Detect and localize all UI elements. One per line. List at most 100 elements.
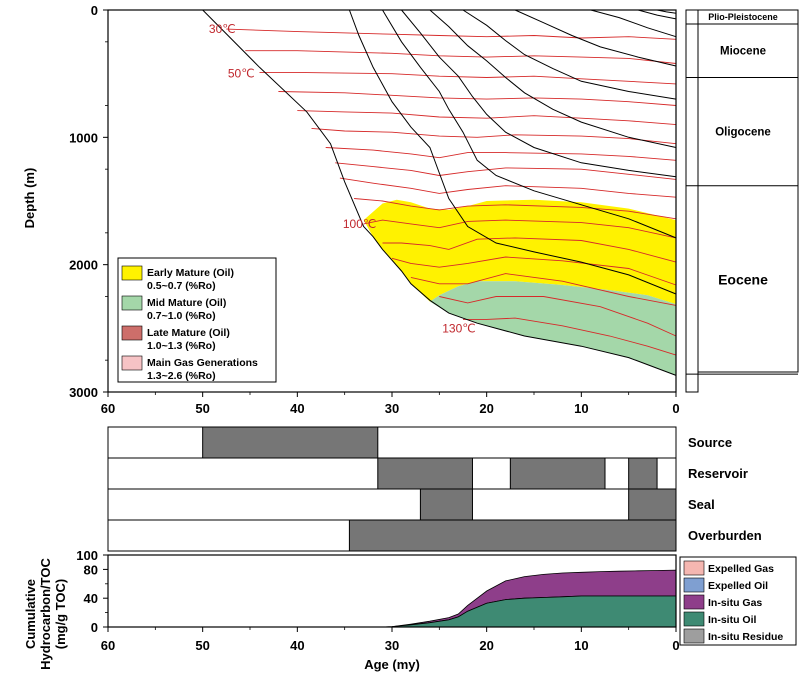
isotherm-line-6 — [311, 127, 677, 145]
legend-swatch-3 — [121, 325, 143, 341]
temperature-label-1: 30℃ — [209, 22, 236, 36]
hc-legend-swatch-5 — [683, 628, 705, 644]
burial-x-tick-label: 40 — [290, 401, 304, 416]
legend-label-4: Main Gas Generations — [147, 357, 258, 369]
hc-axis-label: CumulativeHydrocarbon/TOC(mg/g TOC) — [23, 558, 68, 670]
area-in-situ-oil — [108, 595, 677, 628]
hc-y-tick-label: 100 — [76, 548, 98, 563]
isotherm-line-5 — [297, 110, 677, 126]
burial-horizon-9 — [637, 9, 677, 20]
legend-swatch-4 — [121, 355, 143, 371]
burial-horizon-1 — [202, 9, 677, 376]
isotherm-line-13 — [391, 256, 677, 286]
isotherm-line-14 — [410, 273, 677, 306]
hc-x-tick-label: 60 — [101, 638, 115, 653]
event-bar-2-2 — [509, 457, 606, 490]
hc-legend-label-5: In-situ Residue — [708, 631, 783, 643]
hc-y-tick-label: 80 — [84, 562, 98, 577]
hc-x-tick-label: 50 — [195, 638, 209, 653]
hc-x-tick-label: 40 — [290, 638, 304, 653]
hc-axis-label-line-2: Hydrocarbon/TOC — [38, 558, 53, 670]
hc-legend-label-3: In-situ Gas — [708, 597, 762, 609]
legend-swatch-2 — [121, 295, 143, 311]
hc-axis-label-line-1: Cumulative — [23, 579, 38, 649]
legend-label-1: Early Mature (Oil) — [147, 267, 234, 279]
burial-y-tick-label: 3000 — [69, 385, 98, 400]
isotherm-line-15 — [439, 296, 677, 337]
event-bar-2-3 — [628, 457, 658, 490]
temperature-label-2: 50℃ — [228, 67, 255, 81]
isotherm-line-16 — [463, 317, 677, 356]
burial-horizon-4 — [401, 9, 677, 178]
burial-y-tick-label: 1000 — [69, 130, 98, 145]
maturity-legend: Early Mature (Oil)0.5~0.7 (%Ro) Mid Matur… — [117, 257, 277, 383]
burial-horizon-10 — [657, 9, 677, 14]
stratigraphic-column: Plio-Pleistocene Miocene Oligocene Eocene — [685, 9, 799, 393]
events-panel: Source Reservoir Seal Overburden — [107, 426, 762, 552]
maturity-zone-2 — [429, 281, 676, 376]
maturity-legend-box — [117, 257, 277, 383]
isotherm-line-1 — [226, 28, 677, 40]
strat-unit-3: Oligocene — [715, 126, 771, 138]
hc-legend-label-4: In-situ Oil — [708, 614, 756, 626]
strat-unit-4: Eocene — [718, 272, 768, 288]
hc-legend-swatch-1 — [683, 560, 705, 576]
event-label-4: Overburden — [688, 528, 762, 543]
hc-legend-label-1: Expelled Gas — [708, 563, 774, 575]
event-row-1 — [107, 426, 677, 459]
burial-horizon-8 — [590, 9, 677, 38]
hc-x-tick-label: 10 — [574, 638, 588, 653]
temperature-label-3: 100℃ — [343, 217, 377, 231]
hc-x-tick-label: 20 — [479, 638, 493, 653]
burial-x-tick-label: 0 — [672, 401, 679, 416]
strat-column-box — [697, 9, 799, 373]
hc-legend-swatch-2 — [683, 577, 705, 593]
event-label-3: Seal — [688, 497, 715, 512]
depth-axis-label: Depth (m) — [22, 168, 37, 229]
isotherms — [226, 28, 677, 356]
isotherm-line-2 — [245, 50, 677, 64]
burial-horizon-6 — [462, 9, 677, 100]
legend-swatch-1 — [121, 265, 143, 281]
event-bar-3-2 — [628, 488, 677, 521]
burial-x-tick-label: 10 — [574, 401, 588, 416]
hc-y-tick-label: 40 — [84, 591, 98, 606]
isotherm-line-10 — [354, 198, 677, 220]
burial-horizon-2 — [348, 9, 677, 295]
hc-legend-swatch-3 — [683, 594, 705, 610]
burial-horizons — [202, 9, 677, 376]
burial-x-tick-label: 30 — [385, 401, 399, 416]
event-bar-1-1 — [202, 426, 379, 459]
event-bar-2-1 — [377, 457, 473, 490]
hc-legend-swatch-4 — [683, 611, 705, 627]
hc-legend-label-2: Expelled Oil — [708, 580, 768, 592]
burial-horizon-3 — [382, 9, 677, 239]
age-axis-label: Age (my) — [364, 657, 420, 672]
temperature-label-4: 130℃ — [442, 321, 476, 335]
event-row-3 — [107, 488, 677, 521]
legend-range-2: 0.7~1.0 (%Ro) — [147, 310, 216, 322]
burial-horizon-7 — [514, 9, 677, 67]
event-label-2: Reservoir — [688, 466, 748, 481]
hc-legend: Expelled Gas Expelled Oil In-situ Gas In-si… — [679, 556, 797, 646]
maturity-zones — [363, 199, 676, 376]
legend-range-1: 0.5~0.7 (%Ro) — [147, 280, 216, 292]
burial-horizon-5 — [429, 9, 677, 148]
isotherm-line-4 — [278, 91, 677, 106]
isotherm-line-11 — [363, 219, 677, 239]
burial-x-tick-label: 50 — [195, 401, 209, 416]
strat-unit-2: Miocene — [720, 46, 766, 58]
hydrocarbon-areas — [108, 569, 677, 628]
hc-x-tick-label: 30 — [385, 638, 399, 653]
temperature-labels: 30℃ 50℃ 100℃ 130℃ — [209, 22, 476, 335]
strat-unit-1: Plio-Pleistocene — [708, 12, 778, 22]
legend-range-4: 1.3~2.6 (%Ro) — [147, 370, 216, 382]
isotherm-line-3 — [259, 71, 677, 85]
isotherm-line-9 — [339, 177, 677, 198]
event-label-1: Source — [688, 435, 732, 450]
burial-y-tick-label: 0 — [91, 3, 98, 18]
isotherm-line-8 — [335, 162, 677, 180]
